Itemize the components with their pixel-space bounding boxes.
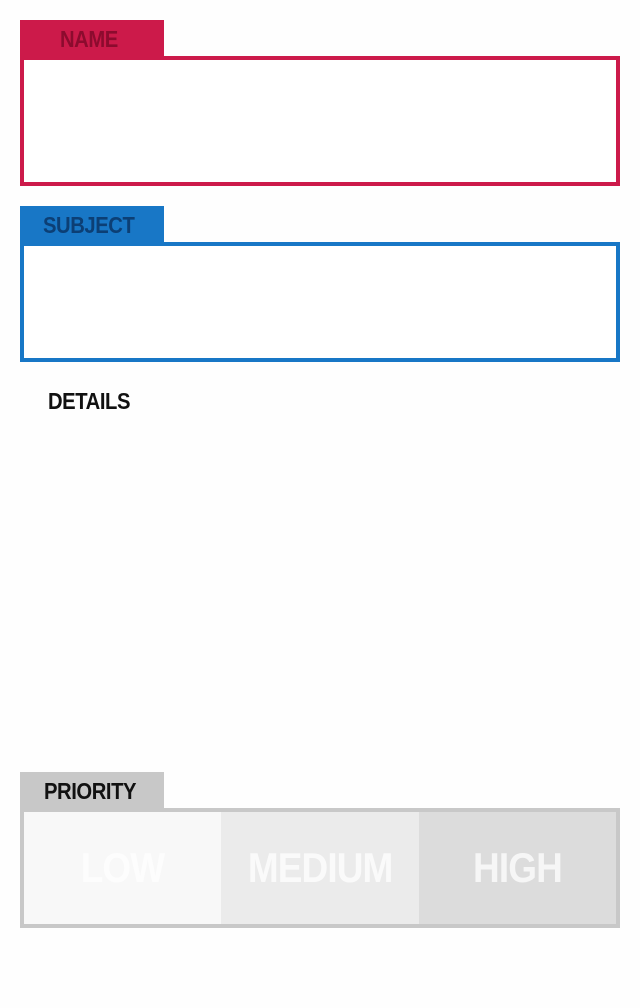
subject-input[interactable] (24, 246, 616, 358)
subject-label: SUBJECT (43, 212, 135, 238)
details-label: DETAILS (48, 388, 131, 414)
name-field[interactable] (20, 56, 620, 186)
name-label-tab: NAME (20, 20, 164, 58)
name-label: NAME (60, 26, 118, 52)
priority-low-button[interactable]: LOW (24, 812, 222, 924)
priority-high-button[interactable]: HIGH (418, 812, 616, 924)
details-input[interactable] (20, 420, 620, 760)
priority-label: PRIORITY (44, 778, 137, 804)
priority-label-tab: PRIORITY (20, 772, 164, 810)
subject-label-tab: SUBJECT (20, 206, 164, 244)
priority-selector: LOW MEDIUM HIGH (20, 808, 620, 928)
details-field[interactable] (20, 420, 620, 760)
name-input[interactable] (24, 60, 616, 182)
subject-field[interactable] (20, 242, 620, 362)
priority-medium-button[interactable]: MEDIUM (221, 812, 419, 924)
